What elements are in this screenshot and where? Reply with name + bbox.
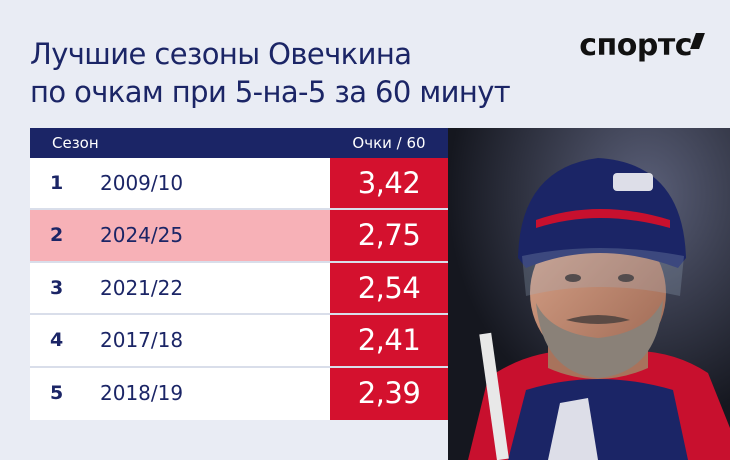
row-season: 2021/22	[100, 275, 184, 300]
sports-logo: спортс	[579, 28, 705, 63]
chart-title: Лучшие сезоны Овечкина по очкам при 5-на…	[30, 35, 550, 111]
row-season: 2024/25	[100, 223, 184, 248]
row-rank: 4	[50, 329, 64, 352]
logo-mark-icon	[690, 33, 705, 49]
title-line-2: по очкам при 5-на-5 за 60 минут	[30, 75, 511, 109]
row-season: 2017/18	[100, 328, 184, 353]
table-body: 1 2009/10 3,42 2 2024/25 2,75 3 2021/22 2,54 4 201…	[30, 158, 450, 420]
player-photo	[448, 128, 730, 460]
header-points: Очки / 60	[352, 134, 426, 152]
row-season: 2018/19	[100, 380, 184, 405]
seasons-table: Сезон Очки / 60 1 2009/10 3,42 2 2024/25 2,75…	[30, 128, 450, 420]
title-line-1: Лучшие сезоны Овечкина	[30, 37, 412, 71]
row-rank: 3	[50, 276, 64, 299]
table-row: 2 2024/25 2,75	[30, 210, 450, 263]
table-row: 5 2018/19 2,39	[30, 367, 450, 420]
table-row: 4 2017/18 2,41	[30, 315, 450, 368]
row-rank: 2	[50, 224, 64, 247]
row-value: 2,41	[330, 315, 448, 366]
row-value: 2,39	[330, 367, 448, 420]
table-row: 3 2021/22 2,54	[30, 262, 450, 316]
row-value: 2,54	[330, 262, 448, 314]
row-value: 3,42	[330, 158, 448, 209]
logo-text: спортс	[579, 28, 692, 63]
table-row: 1 2009/10 3,42	[30, 158, 450, 211]
row-rank: 5	[50, 381, 64, 404]
table-header: Сезон Очки / 60	[30, 128, 450, 158]
header-season: Сезон	[52, 134, 99, 152]
row-rank: 1	[50, 172, 64, 194]
hockey-player-photo-icon	[448, 128, 730, 460]
row-value: 2,75	[330, 210, 448, 261]
row-season: 2009/10	[100, 171, 184, 195]
